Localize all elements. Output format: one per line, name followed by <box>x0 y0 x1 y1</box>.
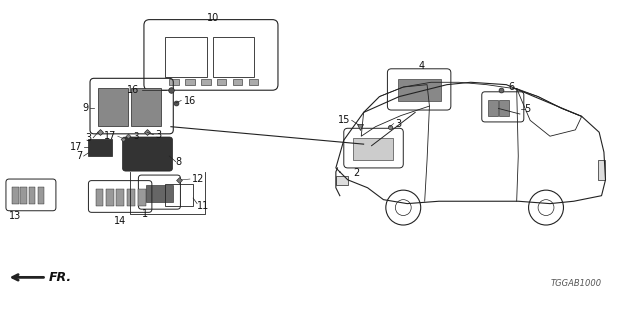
Bar <box>20 187 27 204</box>
Text: 3: 3 <box>134 132 139 141</box>
Bar <box>95 188 104 206</box>
Bar <box>88 139 112 156</box>
Text: 5: 5 <box>525 104 531 114</box>
Text: 3: 3 <box>396 118 401 129</box>
Text: 10: 10 <box>207 13 219 23</box>
Text: 16: 16 <box>184 96 196 106</box>
Bar <box>138 188 145 206</box>
Text: 13: 13 <box>9 211 21 221</box>
Text: 15: 15 <box>338 115 350 125</box>
Bar <box>353 138 393 160</box>
Bar <box>116 188 124 206</box>
Bar <box>488 100 498 116</box>
Text: 11: 11 <box>197 201 209 211</box>
Text: 12: 12 <box>191 174 204 184</box>
Text: 16: 16 <box>127 85 139 95</box>
Bar <box>213 37 254 77</box>
Bar <box>217 79 227 85</box>
Bar <box>165 37 207 77</box>
Text: FR.: FR. <box>49 271 72 284</box>
Bar <box>131 88 161 126</box>
Bar <box>248 79 258 85</box>
Bar <box>233 79 243 85</box>
Text: 3: 3 <box>86 133 92 143</box>
Text: 8: 8 <box>175 156 182 167</box>
Bar <box>38 187 44 204</box>
Bar <box>336 176 348 185</box>
Bar <box>170 79 179 85</box>
Bar <box>106 188 114 206</box>
Text: 4: 4 <box>419 61 424 71</box>
Text: TGGAB1000: TGGAB1000 <box>550 279 602 288</box>
Text: 17: 17 <box>104 131 116 141</box>
Bar <box>165 184 193 206</box>
Bar <box>397 79 442 101</box>
Text: 3: 3 <box>155 130 161 140</box>
Bar <box>145 185 173 202</box>
Text: 6: 6 <box>509 82 515 92</box>
Text: 2: 2 <box>353 168 360 178</box>
Text: 1: 1 <box>141 209 148 219</box>
Bar <box>127 188 135 206</box>
FancyBboxPatch shape <box>122 137 173 171</box>
Bar <box>12 187 19 204</box>
Text: 14: 14 <box>114 215 126 226</box>
Bar <box>201 79 211 85</box>
Bar <box>98 88 128 126</box>
Bar <box>185 79 195 85</box>
Bar <box>499 100 509 116</box>
Text: 17: 17 <box>70 142 82 152</box>
Text: 9: 9 <box>83 103 88 114</box>
Bar <box>29 187 35 204</box>
Text: 7: 7 <box>76 151 82 161</box>
Bar <box>598 160 605 180</box>
